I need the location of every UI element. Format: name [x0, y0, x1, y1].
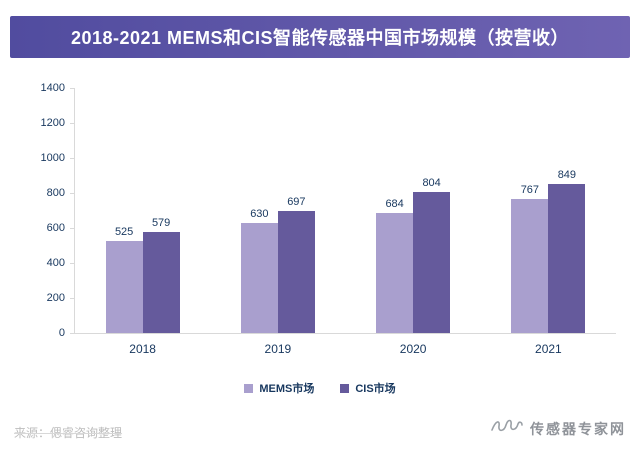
bar-column: 767	[511, 88, 549, 333]
bar-value-label: 767	[520, 183, 540, 196]
bar-group: 630 697 2019	[240, 88, 315, 356]
bar-chart-plot-area: 0 200 400 600 800 1000 1200 1400 525 579 2018 630 69…	[41, 82, 616, 356]
bar	[548, 184, 586, 333]
bar-column: 697	[277, 88, 315, 333]
chart-title-banner: 2018-2021 MEMS和CIS智能传感器中国市场规模（按营收）	[10, 16, 630, 58]
y-axis-tick-mark	[70, 122, 75, 124]
chart-title: 2018-2021 MEMS和CIS智能传感器中国市场规模（按营收）	[70, 28, 570, 48]
bar-column: 630	[240, 88, 278, 333]
bar-column: 684	[376, 88, 414, 333]
y-axis-tick-mark	[70, 297, 75, 299]
bar-column: 579	[142, 88, 180, 333]
y-axis-tick-mark	[70, 262, 75, 264]
y-axis-tick-label: 600	[46, 222, 65, 234]
bar	[413, 192, 451, 333]
bar-value-label: 804	[422, 177, 441, 190]
bar	[105, 241, 143, 333]
y-axis-tick-label: 800	[46, 187, 65, 199]
y-axis-tick-label: 1400	[40, 82, 65, 94]
x-axis-category-label: 2019	[264, 342, 292, 356]
x-axis-category-label: 2018	[129, 342, 156, 356]
legend-item: CIS市场	[340, 380, 396, 396]
legend-swatch	[340, 383, 350, 393]
bar-value-label: 525	[114, 226, 134, 239]
legend-label: CIS市场	[355, 383, 396, 395]
chart-footer: 来源：偲睿咨询整理 传感器专家网	[0, 416, 640, 441]
bar-column: 804	[413, 88, 451, 333]
bar-value-label: 849	[557, 169, 577, 182]
bar	[511, 198, 549, 333]
watermark-text: 传感器专家网	[530, 420, 626, 437]
bar	[277, 211, 315, 333]
y-axis-tick-mark	[70, 192, 75, 194]
signature-scribble-icon	[490, 416, 524, 441]
y-axis-tick-mark	[70, 332, 75, 334]
legend-item: MEMS市场	[244, 380, 314, 396]
bar-group: 684 804 2020	[376, 88, 451, 356]
bar	[240, 222, 278, 333]
legend-swatch	[244, 383, 254, 393]
y-axis-tick-label: 0	[58, 327, 65, 339]
bar-value-label: 630	[250, 207, 269, 220]
y-axis-tick-label: 400	[46, 257, 65, 269]
chart-legend: MEMS市场 CIS市场	[0, 380, 640, 396]
y-axis-tick-label: 200	[46, 292, 65, 304]
bar-value-label: 697	[287, 196, 306, 209]
bar-column: 525	[105, 88, 143, 333]
bar-value-label: 579	[151, 216, 171, 229]
y-axis-tick-mark	[70, 87, 75, 89]
bar-group: 525 579 2018	[105, 88, 180, 356]
y-axis-tick-label: 1200	[40, 117, 65, 129]
bar-column: 849	[548, 88, 586, 333]
bar	[142, 231, 180, 333]
watermark: 传感器专家网	[490, 416, 626, 441]
legend-label: MEMS市场	[259, 383, 315, 395]
source-text: 来源：偲睿咨询整理	[14, 426, 123, 440]
x-axis-category-label: 2021	[535, 342, 562, 356]
bar-value-label: 684	[385, 198, 404, 211]
bar	[376, 213, 414, 333]
x-axis-category-label: 2020	[399, 342, 427, 356]
y-axis-tick-mark	[70, 157, 75, 159]
y-axis-tick-mark	[70, 227, 75, 229]
y-axis-tick-label: 1000	[40, 152, 65, 164]
bar-group: 767 849 2021	[511, 88, 586, 356]
